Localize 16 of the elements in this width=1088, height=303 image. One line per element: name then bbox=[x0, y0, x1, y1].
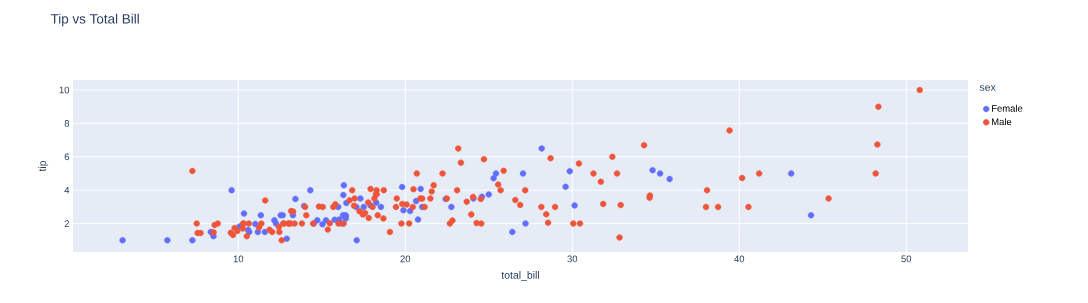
x-tick-label: 40 bbox=[734, 255, 745, 263]
y-tick-label: 10 bbox=[59, 86, 70, 94]
x-tick-label: 30 bbox=[567, 255, 578, 263]
legend-label: Male bbox=[991, 118, 1012, 126]
x-axis-title: total_bill bbox=[501, 271, 539, 281]
x-tick-label: 10 bbox=[233, 255, 244, 263]
legend-title: sex bbox=[979, 85, 996, 91]
x-tick-label: 50 bbox=[901, 255, 912, 263]
legend-label: Female bbox=[991, 104, 1023, 112]
y-tick-label: 2 bbox=[64, 220, 70, 227]
y-tick-label: 4 bbox=[64, 186, 70, 194]
x-tick-label: 20 bbox=[400, 255, 411, 263]
y-axis-title: tip bbox=[38, 160, 49, 172]
y-tick-label: 6 bbox=[64, 153, 70, 161]
y-tick-label: 8 bbox=[64, 120, 70, 127]
chart-title: Tip vs Total Bill bbox=[50, 13, 139, 27]
